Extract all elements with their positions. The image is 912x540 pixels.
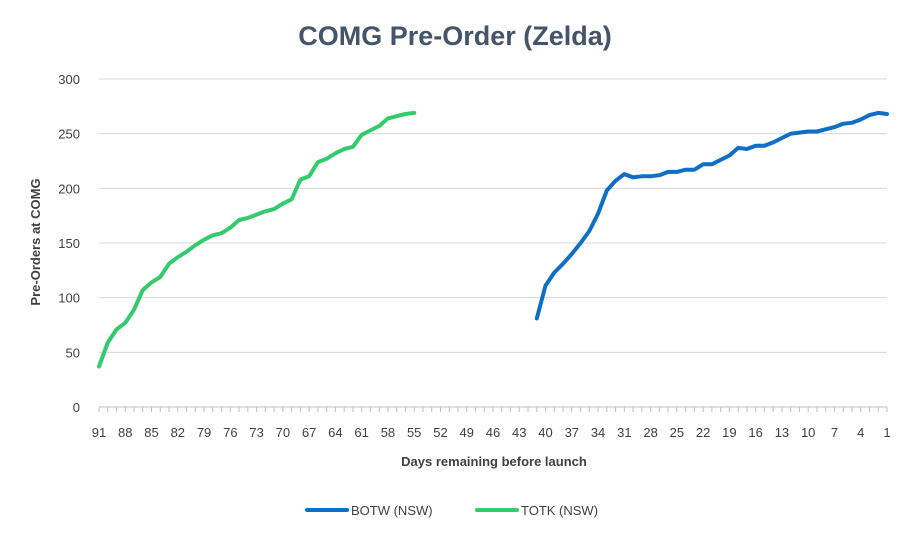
chart-title: COMG Pre-Order (Zelda) <box>298 21 612 51</box>
x-tick-label: 34 <box>591 425 605 440</box>
x-tick-labels: 91 88 85 82 79 76 73 70 67 64 61 58 55 52 49 46 43 40 37 34… <box>92 425 891 440</box>
gridlines <box>99 78 887 353</box>
x-tick-label: 82 <box>171 425 185 440</box>
x-axis <box>98 406 888 412</box>
legend-label: BOTW (NSW) <box>351 503 433 518</box>
x-axis-label: Days remaining before launch <box>401 454 587 469</box>
x-tick-label: 55 <box>407 425 421 440</box>
x-tick-label: 79 <box>197 425 211 440</box>
x-tick-label: 73 <box>249 425 263 440</box>
x-tick-label: 76 <box>223 425 237 440</box>
x-tick-label: 4 <box>857 425 864 440</box>
y-tick-label: 100 <box>58 291 80 306</box>
x-tick-label: 46 <box>486 425 500 440</box>
y-tick-label: 50 <box>66 345 80 360</box>
legend-label: TOTK (NSW) <box>521 503 598 518</box>
legend[interactable]: BOTW (NSW) TOTK (NSW) <box>305 503 598 518</box>
x-tick-label: 7 <box>831 425 838 440</box>
y-tick-labels: 0 50 100 150 200 250 300 <box>58 72 80 415</box>
x-tick-label: 31 <box>617 425 631 440</box>
x-tick-label: 67 <box>302 425 316 440</box>
x-tick-label: 19 <box>722 425 736 440</box>
series-line-0 <box>534 110 889 321</box>
x-tick-label: 28 <box>643 425 657 440</box>
legend-item-1[interactable]: TOTK (NSW) <box>475 503 598 518</box>
y-axis-label: Pre-Orders at COMG <box>28 178 43 305</box>
y-tick-label: 300 <box>58 72 80 87</box>
x-tick-label: 49 <box>459 425 473 440</box>
series-line-1 <box>97 110 417 369</box>
x-tick-label: 1 <box>883 425 890 440</box>
x-tick-label: 16 <box>748 425 762 440</box>
x-tick-label: 10 <box>801 425 815 440</box>
x-tick-label: 61 <box>354 425 368 440</box>
y-tick-label: 0 <box>73 400 80 415</box>
y-tick-label: 250 <box>58 127 80 142</box>
x-tick-label: 37 <box>565 425 579 440</box>
x-tick-label: 58 <box>381 425 395 440</box>
x-tick-label: 25 <box>670 425 684 440</box>
x-tick-label: 85 <box>144 425 158 440</box>
x-tick-label: 52 <box>433 425 447 440</box>
x-tick-label: 64 <box>328 425 342 440</box>
x-tick-label: 70 <box>276 425 290 440</box>
legend-item-0[interactable]: BOTW (NSW) <box>305 503 433 518</box>
x-tick-label: 40 <box>538 425 552 440</box>
x-tick-label: 88 <box>118 425 132 440</box>
x-tick-label: 91 <box>92 425 106 440</box>
x-tick-label: 43 <box>512 425 526 440</box>
x-tick-label: 13 <box>775 425 789 440</box>
y-tick-label: 150 <box>58 236 80 251</box>
y-tick-label: 200 <box>58 181 80 196</box>
series-lines <box>97 110 889 369</box>
x-tick-label: 22 <box>696 425 710 440</box>
